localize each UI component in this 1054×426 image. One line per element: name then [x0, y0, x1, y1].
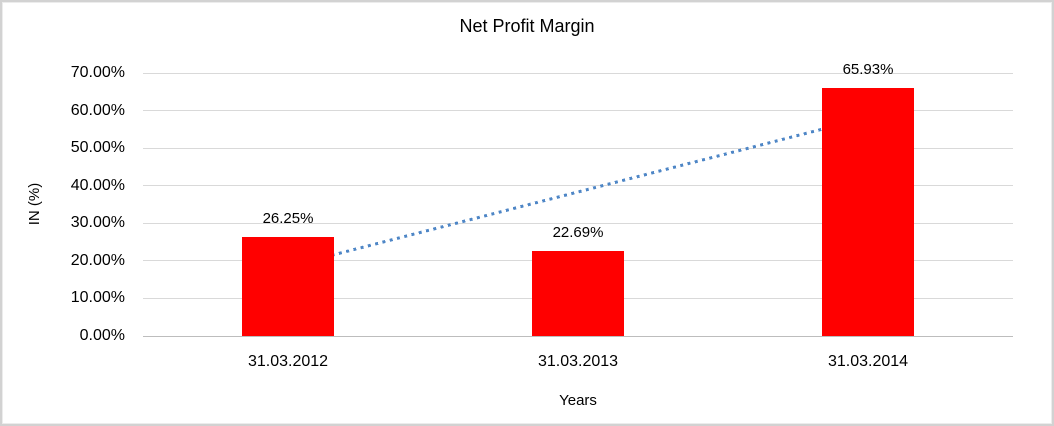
y-tick-label: 40.00%	[70, 176, 125, 194]
gridline	[143, 185, 1013, 187]
chart-title: Net Profit Margin	[459, 16, 595, 36]
x-axis-line	[143, 335, 1013, 337]
data-label: 65.93%	[842, 61, 894, 79]
category-label: 31.03.2014	[827, 353, 909, 370]
y-tick-label: 10.00%	[70, 289, 125, 307]
gridline	[143, 222, 1013, 224]
bar-31.03.2012	[242, 237, 334, 336]
gridline	[143, 110, 1013, 112]
y-tick-label: 30.00%	[70, 214, 125, 232]
y-tick-label: 0.00%	[79, 327, 125, 344]
y-tick-label: 70.00%	[70, 64, 125, 81]
gridline	[143, 147, 1013, 149]
data-label: 22.69%	[552, 223, 604, 241]
y-axis-title: IN (%)	[26, 182, 43, 226]
bar-31.03.2014	[822, 88, 914, 336]
category-label: 31.03.2012	[247, 353, 329, 370]
y-tick-label: 50.00%	[70, 139, 125, 157]
y-tick-label: 60.00%	[70, 101, 125, 119]
bar-31.03.2013	[532, 250, 624, 336]
trendline	[287, 116, 869, 269]
data-label: 26.25%	[262, 210, 314, 228]
x-axis-title: Years	[559, 392, 597, 409]
category-label: 31.03.2013	[537, 353, 619, 370]
gridline	[143, 72, 1013, 74]
y-tick-label: 20.00%	[70, 251, 125, 269]
